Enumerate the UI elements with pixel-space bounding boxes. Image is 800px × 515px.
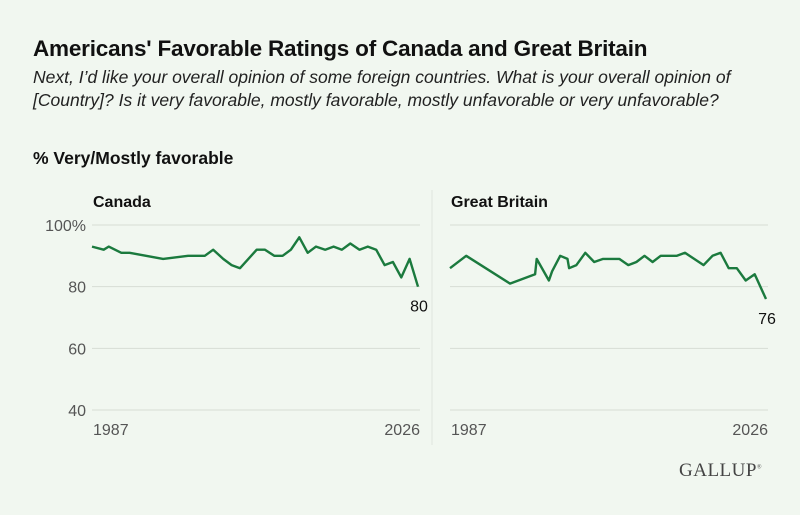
end-data-label: 76 — [758, 311, 776, 328]
y-tick-label: 80 — [68, 280, 86, 297]
gallup-logo: GALLUP® — [679, 460, 763, 481]
end-data-label: 80 — [410, 299, 428, 316]
x-tick-label: 1987 — [93, 422, 129, 439]
x-tick-label: 2026 — [384, 422, 420, 439]
chart-title: Americans' Favorable Ratings of Canada a… — [33, 36, 648, 61]
measure-label: % Very/Mostly favorable — [33, 148, 234, 168]
panel-title: Canada — [93, 194, 151, 211]
series-line-0 — [91, 236, 420, 288]
series-line-1 — [449, 251, 768, 300]
y-tick-label: 60 — [68, 341, 86, 358]
y-tick-label: 40 — [68, 403, 86, 420]
panel-title: Great Britain — [451, 194, 548, 211]
x-tick-label: 1987 — [451, 422, 487, 439]
x-tick-label: 2026 — [732, 422, 768, 439]
y-tick-label: 100% — [45, 218, 86, 235]
chart-subtitle: Next, I’d like your overall opinion of s… — [33, 67, 731, 110]
